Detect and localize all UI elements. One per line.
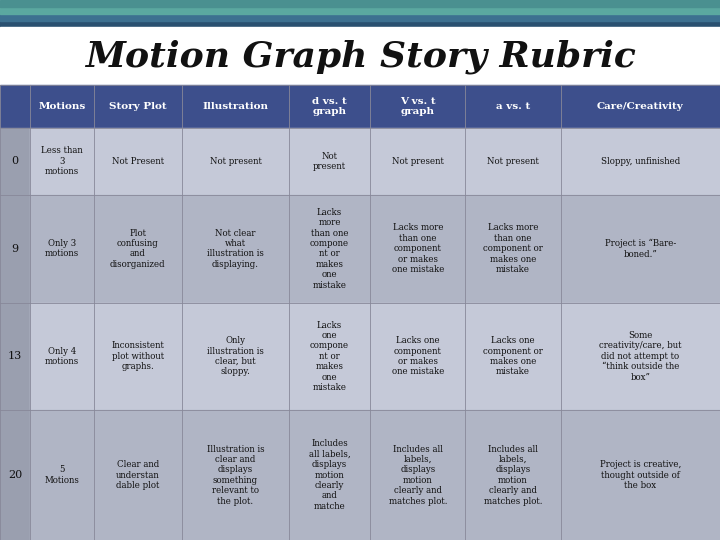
Bar bbox=[0, 127, 30, 195]
Text: Includes all
labels,
displays
motion
clearly and
matches plot.: Includes all labels, displays motion cle… bbox=[389, 444, 447, 505]
Text: Lacks more
than one
component or
makes one
mistake: Lacks more than one component or makes o… bbox=[483, 224, 543, 274]
Text: Less than
3
motions: Less than 3 motions bbox=[41, 146, 83, 176]
Bar bbox=[30, 195, 720, 302]
Text: Sloppy, unfinished: Sloppy, unfinished bbox=[600, 157, 680, 166]
Bar bbox=[0, 85, 30, 127]
Text: Some
creativity/care, but
did not attempt to
“think outside the
box”: Some creativity/care, but did not attemp… bbox=[599, 331, 682, 382]
Text: Only
illustration is
clear, but
sloppy.: Only illustration is clear, but sloppy. bbox=[207, 336, 264, 376]
Text: Only 4
motions: Only 4 motions bbox=[45, 347, 79, 366]
Bar bbox=[30, 410, 720, 540]
Text: Includes
all labels,
displays
motion
clearly
and
matche: Includes all labels, displays motion cle… bbox=[309, 440, 351, 511]
Bar bbox=[0, 410, 30, 540]
Text: Not
present: Not present bbox=[313, 152, 346, 171]
Bar bbox=[0, 28, 720, 85]
Text: Not Present: Not Present bbox=[112, 157, 164, 166]
Text: Lacks more
than one
component
or makes
one mistake: Lacks more than one component or makes o… bbox=[392, 224, 444, 274]
Text: 20: 20 bbox=[8, 470, 22, 480]
Text: Project is “Bare-
boned.”: Project is “Bare- boned.” bbox=[605, 239, 676, 259]
Bar bbox=[0, 302, 30, 410]
Text: Lacks
more
than one
compone
nt or
makes
one
mistake: Lacks more than one compone nt or makes … bbox=[310, 208, 349, 289]
Bar bbox=[30, 85, 720, 127]
Text: Motion Graph Story Rubric: Motion Graph Story Rubric bbox=[84, 39, 636, 73]
Text: Not present: Not present bbox=[392, 157, 444, 166]
Bar bbox=[0, 7, 720, 14]
Text: Not clear
what
illustration is
displaying.: Not clear what illustration is displayin… bbox=[207, 228, 264, 269]
Text: V vs. t
graph: V vs. t graph bbox=[400, 97, 436, 116]
Text: Illustration: Illustration bbox=[202, 102, 269, 111]
Text: Project is creative,
thought outside of
the box: Project is creative, thought outside of … bbox=[600, 460, 681, 490]
Bar bbox=[30, 127, 720, 195]
Bar bbox=[0, 195, 30, 302]
Text: Inconsistent
plot without
graphs.: Inconsistent plot without graphs. bbox=[112, 341, 164, 371]
Text: Story Plot: Story Plot bbox=[109, 102, 166, 111]
Text: 5
Motions: 5 Motions bbox=[45, 465, 79, 485]
Text: Plot
confusing
and
disorganized: Plot confusing and disorganized bbox=[110, 228, 166, 269]
Text: 0: 0 bbox=[12, 156, 19, 166]
Text: Only 3
motions: Only 3 motions bbox=[45, 239, 79, 259]
Bar bbox=[0, 14, 720, 21]
Bar bbox=[0, 21, 720, 28]
Text: Illustration is
clear and
displays
something
relevant to
the plot.: Illustration is clear and displays somet… bbox=[207, 444, 264, 505]
Bar bbox=[30, 302, 720, 410]
Text: Lacks
one
compone
nt or
makes
one
mistake: Lacks one compone nt or makes one mistak… bbox=[310, 321, 349, 392]
Text: Lacks one
component or
makes one
mistake: Lacks one component or makes one mistake bbox=[483, 336, 543, 376]
Text: 13: 13 bbox=[8, 351, 22, 361]
Bar bbox=[0, 0, 720, 7]
Text: a vs. t: a vs. t bbox=[496, 102, 530, 111]
Text: Motions: Motions bbox=[38, 102, 86, 111]
Text: Care/Creativity: Care/Creativity bbox=[597, 102, 684, 111]
Text: Includes all
labels,
displays
motion
clearly and
matches plot.: Includes all labels, displays motion cle… bbox=[484, 444, 542, 505]
Text: Clear and
understan
dable plot: Clear and understan dable plot bbox=[116, 460, 160, 490]
Text: 9: 9 bbox=[12, 244, 19, 254]
Text: Not present: Not present bbox=[487, 157, 539, 166]
Text: d vs. t
graph: d vs. t graph bbox=[312, 97, 347, 116]
Text: Lacks one
component
or makes
one mistake: Lacks one component or makes one mistake bbox=[392, 336, 444, 376]
Text: Not present: Not present bbox=[210, 157, 261, 166]
